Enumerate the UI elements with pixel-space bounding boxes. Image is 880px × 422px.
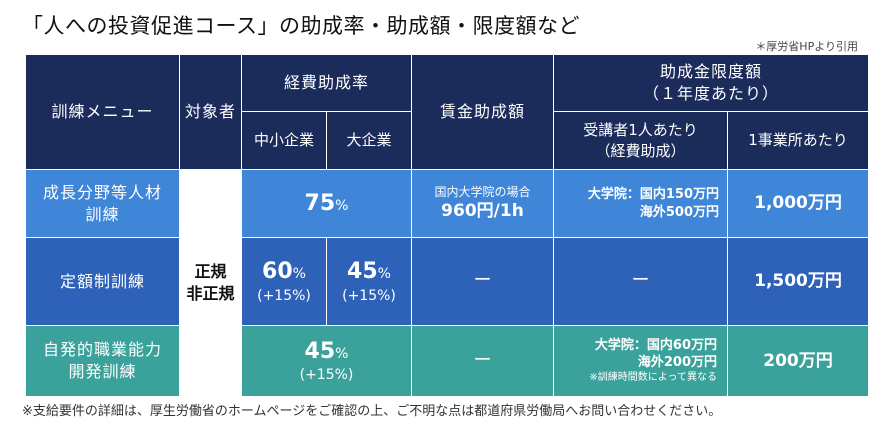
header-expense-rate-label: 経費助成率	[283, 73, 369, 93]
header-large-label: 大企業	[346, 131, 392, 150]
row2-sme-rate: 60% (+15%)	[242, 238, 326, 325]
row2-large-rate-unit: %	[377, 266, 391, 283]
header-menu-label: 訓練メニュー	[51, 102, 154, 122]
row1-wage: 国内大学院の場合 960円/1h	[412, 170, 553, 237]
row3-limit: 大学院：国内60万円 海外200万円 ※訓練時間数によって異なる	[554, 326, 727, 396]
row2-per-office-value: 1,500万円	[754, 271, 842, 292]
row3-rate: 45% (+15%)	[242, 326, 411, 396]
row3-menu-line2: 開発訓練	[68, 362, 137, 381]
header-expense-rate: 経費助成率	[242, 55, 411, 111]
header-wage-label: 賃金助成額	[439, 102, 525, 122]
row3-wage-value: ー	[473, 349, 492, 371]
header-large: 大企業	[327, 112, 411, 169]
row3-menu: 自発的職業能力 開発訓練	[26, 326, 179, 396]
row3-rate-unit: %	[335, 345, 349, 362]
header-per-office: 1事業所あたり	[728, 112, 868, 169]
row3-limit-line1: 大学院：国内60万円	[594, 337, 717, 353]
row3-limit-line2: 海外200万円	[637, 354, 717, 370]
row2-menu-line1: 定額制訓練	[59, 271, 145, 291]
row2-large-rate-value: 45	[347, 259, 378, 285]
row2-limit-value: ー	[631, 270, 650, 292]
header-per-person-line2: （経費助成）	[595, 141, 686, 160]
header-target-label: 対象者	[184, 102, 236, 122]
row3-wage: ー	[412, 326, 553, 396]
target-line2: 非正規	[186, 284, 235, 303]
row1-limit-line2: 海外500万円	[639, 204, 719, 220]
row1-rate: 75%	[242, 170, 411, 237]
row1-menu: 成長分野等人材 訓練	[26, 170, 179, 237]
row2-large-extra: (+15%)	[342, 287, 396, 304]
row3-rate-value: 45	[304, 338, 336, 364]
row3-per-office-value: 200万円	[763, 350, 833, 371]
header-menu: 訓練メニュー	[26, 55, 179, 169]
row3-rate-extra: (+15%)	[299, 367, 354, 384]
target-cell: 正規 非正規	[180, 170, 241, 396]
row2-per-office: 1,500万円	[728, 238, 868, 325]
row1-per-office: 1,000万円	[728, 170, 868, 237]
footnote: ※支給要件の詳細は、厚生労働省のホームページをご確認の上、ご不明な点は都道府県労…	[22, 404, 722, 419]
row2-sme-rate-value: 60	[262, 259, 293, 285]
header-target: 対象者	[180, 55, 241, 169]
row2-wage-value: ー	[473, 270, 492, 292]
header-limit: 助成金限度額 （１年度あたり）	[554, 55, 868, 111]
row3-limit-note: ※訓練時間数によって異なる	[589, 372, 717, 384]
row2-wage: ー	[412, 238, 553, 325]
row2-limit: ー	[554, 238, 727, 325]
row1-limit: 大学院：国内150万円 海外500万円	[554, 170, 727, 237]
row1-wage-line2: 960円/1h	[441, 201, 524, 222]
row1-per-office-value: 1,000万円	[754, 193, 842, 214]
row1-wage-line1: 国内大学院の場合	[434, 184, 531, 199]
row3-per-office: 200万円	[728, 326, 868, 396]
header-sme-label: 中小企業	[253, 131, 314, 150]
header-limit-line2: （１年度あたり）	[642, 84, 779, 103]
row1-menu-line1: 成長分野等人材	[42, 182, 162, 202]
row1-menu-line2: 訓練	[85, 204, 120, 224]
header-per-person-line1: 受講者1人あたり	[583, 121, 698, 140]
row2-sme-extra: (+15%)	[257, 287, 311, 304]
target-line1: 正規	[194, 262, 227, 282]
header-sme: 中小企業	[242, 112, 326, 169]
source-note: ＊厚労省HPより引用	[755, 40, 858, 53]
row1-limit-line1: 大学院：国内150万円	[587, 186, 719, 202]
header-wage: 賃金助成額	[412, 55, 553, 169]
row2-sme-rate-unit: %	[292, 266, 306, 283]
header-per-office-label: 1事業所あたり	[748, 131, 848, 150]
page-title: 「人への投資促進コース」の助成率・助成額・限度額など	[22, 14, 580, 38]
row1-rate-value: 75	[304, 190, 336, 216]
header-limit-line1: 助成金限度額	[659, 62, 762, 82]
row3-menu-line1: 自発的職業能力	[42, 340, 162, 360]
header-per-person: 受講者1人あたり （経費助成）	[554, 112, 727, 169]
row2-menu: 定額制訓練	[26, 238, 179, 325]
row2-large-rate: 45% (+15%)	[327, 238, 411, 325]
row1-rate-unit: %	[335, 197, 349, 214]
